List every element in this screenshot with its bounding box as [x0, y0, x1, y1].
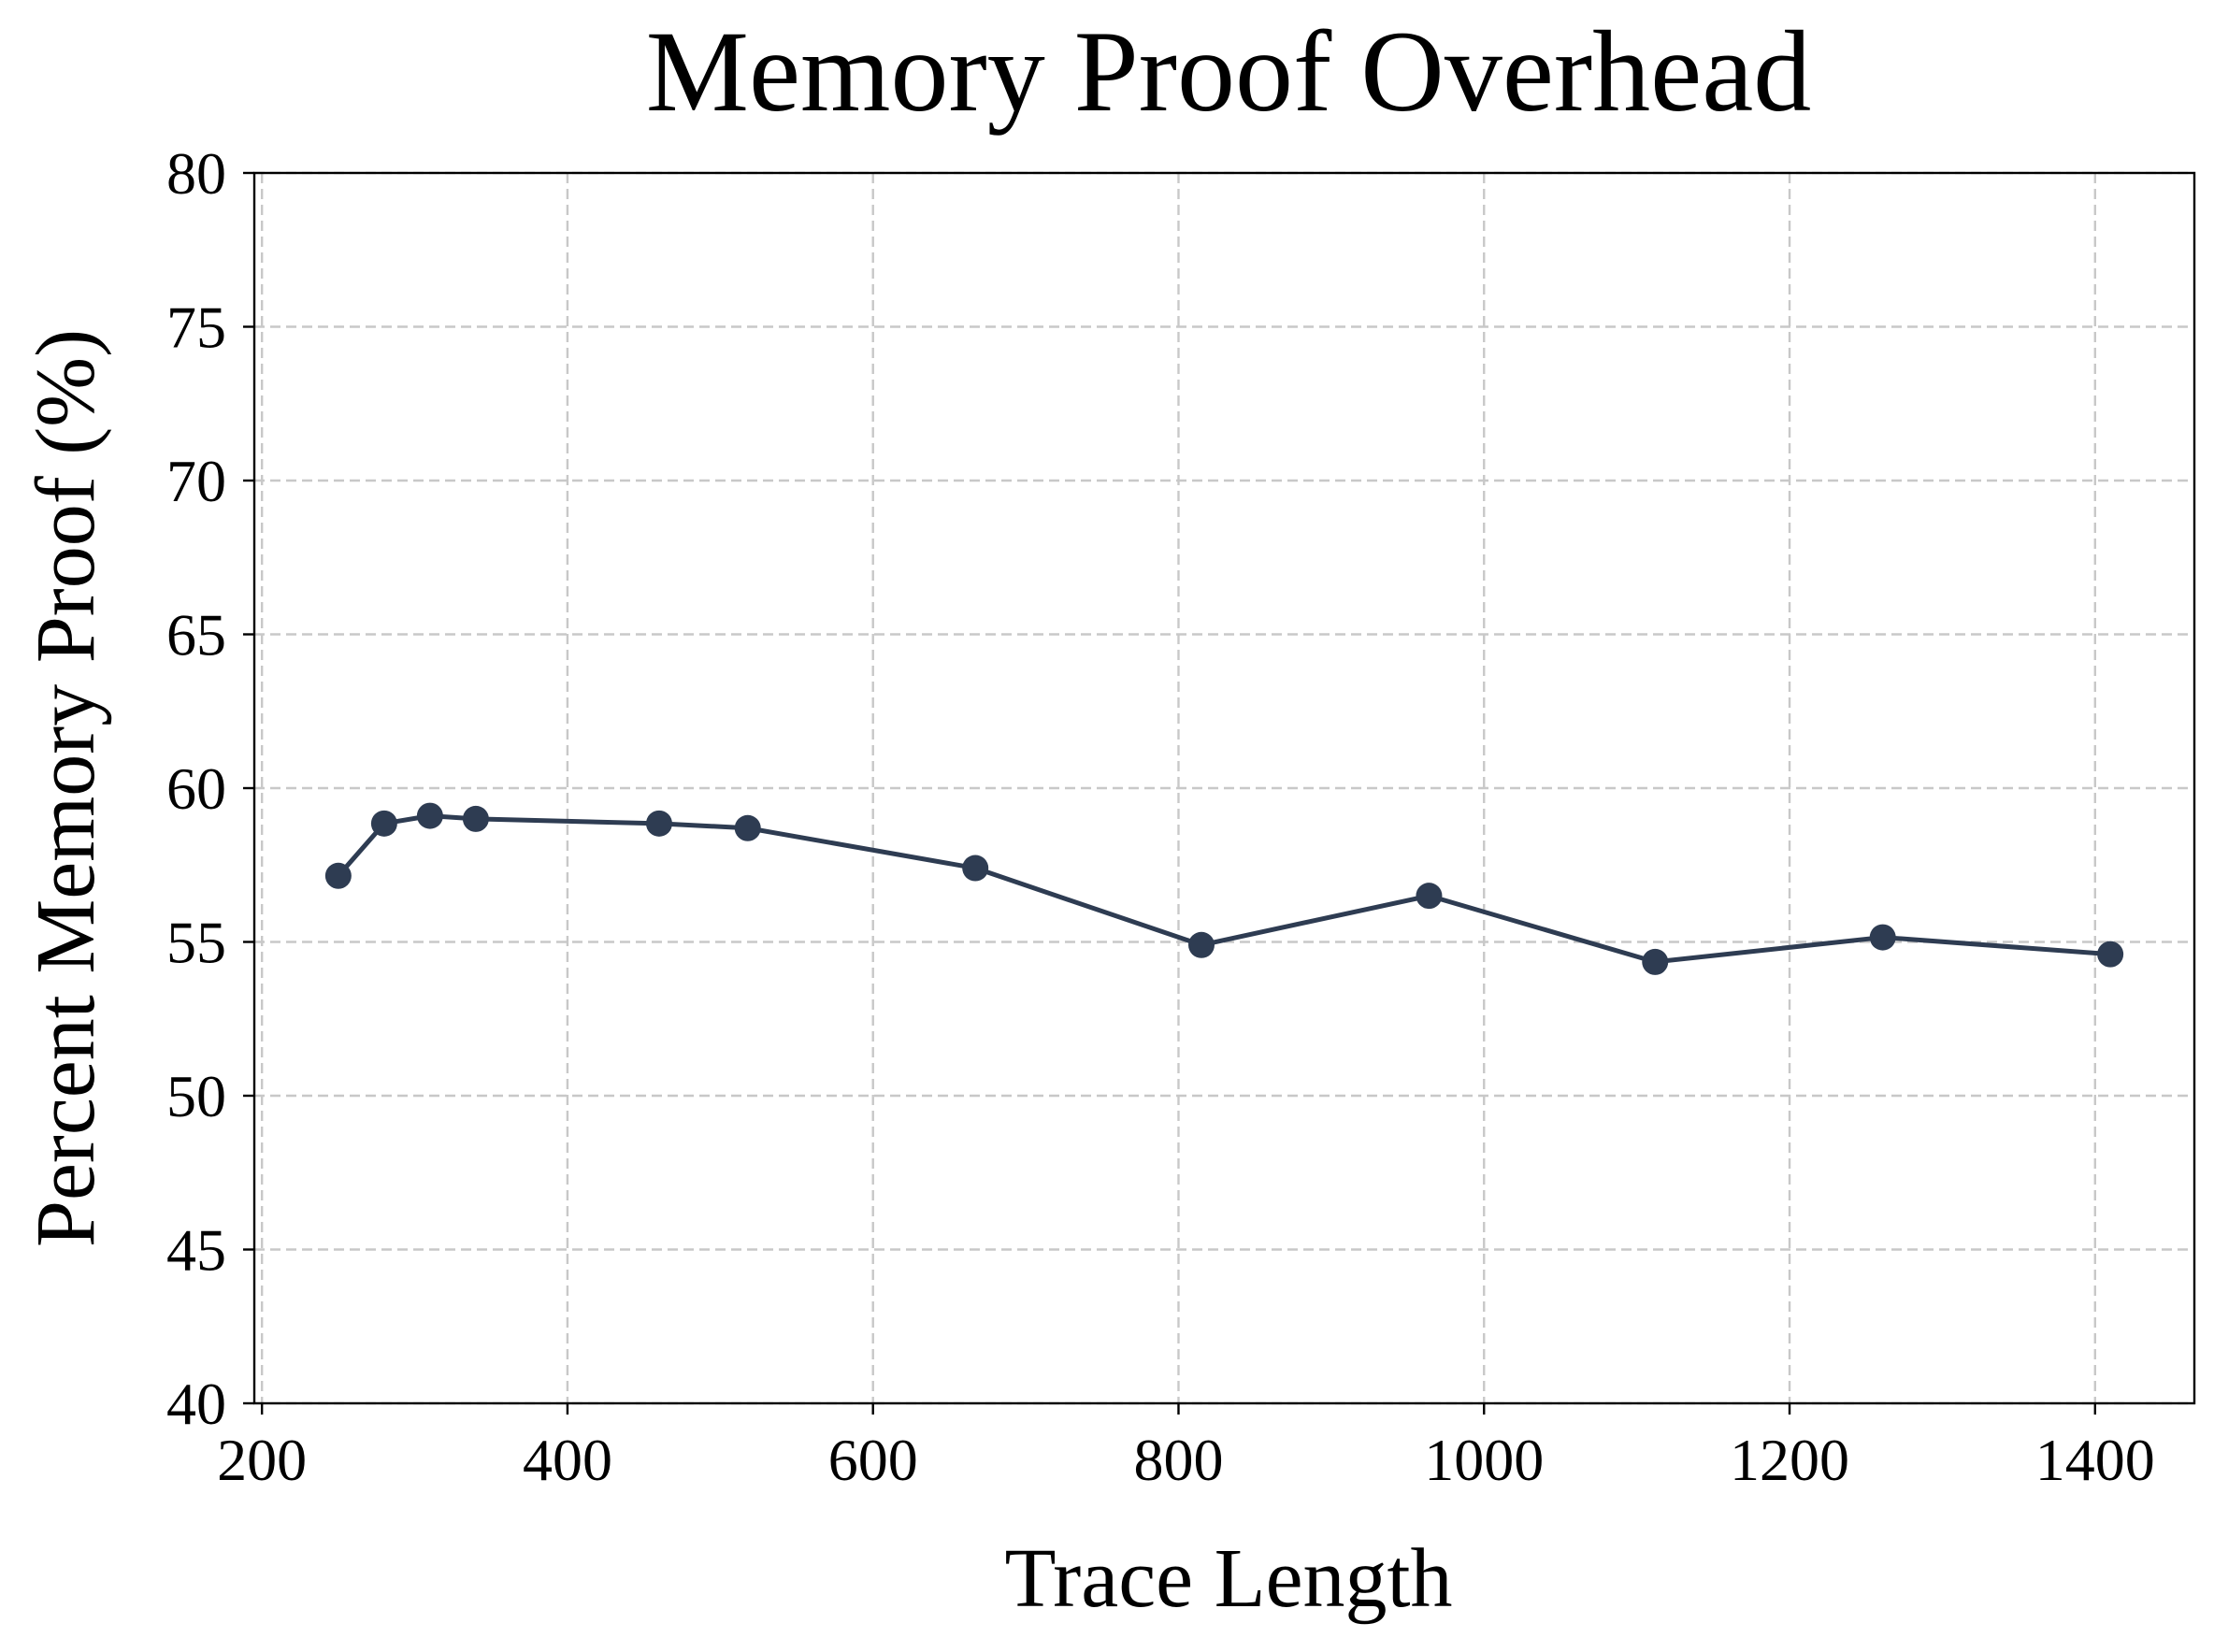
- data-point: [1187, 931, 1215, 958]
- x-tick-label: 1200: [1730, 1427, 1849, 1493]
- data-point: [462, 805, 489, 832]
- chart-title: Memory Proof Overhead: [646, 7, 1812, 136]
- data-point: [1869, 924, 1896, 951]
- data-point: [962, 855, 989, 882]
- data-point: [370, 810, 397, 837]
- grid: [254, 171, 2194, 1405]
- data-point: [1416, 883, 1443, 910]
- series-layer: [324, 802, 2124, 975]
- y-tick-label: 70: [166, 448, 226, 514]
- y-tick-label: 60: [166, 755, 226, 822]
- y-tick-label: 45: [166, 1217, 226, 1284]
- x-tick-label: 1000: [1424, 1427, 1544, 1493]
- y-axis: 40 45 50 55 60 65 70 75 80: [166, 140, 254, 1437]
- x-axis: 200 400 600 800 1000 1200 1400: [217, 1403, 2155, 1493]
- y-tick-label: 75: [166, 294, 226, 361]
- series-line: [336, 813, 2111, 965]
- data-point: [734, 814, 761, 841]
- x-tick-label: 800: [1133, 1427, 1223, 1493]
- y-tick-label: 50: [166, 1063, 226, 1129]
- x-axis-label: Trace Length: [1004, 1532, 1452, 1625]
- data-point: [645, 810, 672, 837]
- y-axis-label: Percent Memory Proof (%): [20, 329, 112, 1247]
- y-tick-label: 40: [166, 1371, 226, 1437]
- y-tick-label: 80: [166, 140, 226, 207]
- data-point: [2097, 941, 2124, 968]
- x-tick-label: 200: [217, 1427, 307, 1493]
- x-tick-label: 600: [828, 1427, 918, 1493]
- data-point: [416, 802, 443, 829]
- x-tick-label: 400: [523, 1427, 612, 1493]
- y-tick-label: 65: [166, 602, 226, 668]
- data-point: [1642, 948, 1669, 975]
- data-point: [324, 862, 352, 889]
- y-tick-label: 55: [166, 910, 226, 976]
- x-tick-label: 1400: [2035, 1427, 2155, 1493]
